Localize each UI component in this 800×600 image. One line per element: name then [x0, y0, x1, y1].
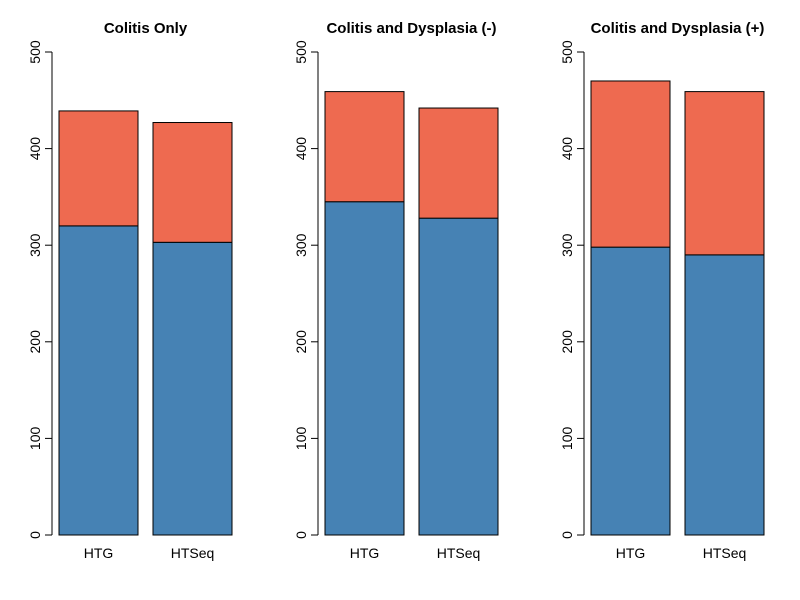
bar-htseq-segment-1	[684, 254, 765, 536]
y-tick-label: 100	[559, 427, 575, 451]
bar-htseq-segment-1	[152, 241, 233, 536]
y-tick-label: 100	[293, 427, 309, 451]
y-tick-label: 200	[293, 330, 309, 354]
y-tick-label: 400	[293, 137, 309, 161]
chart-title: Colitis Only	[104, 20, 188, 37]
y-tick-label: 200	[559, 330, 575, 354]
y-tick-label: 300	[293, 233, 309, 257]
bar-htseq-segment-2	[152, 122, 233, 243]
chart-title: Colitis and Dysplasia (+)	[591, 20, 765, 37]
bar-htseq-segment-2	[418, 107, 499, 219]
y-tick-label: 400	[559, 137, 575, 161]
x-tick-label: HTG	[616, 545, 646, 561]
bar-htseq-segment-1	[418, 217, 499, 536]
chart-panel-3: Colitis and Dysplasia (+) 0 100 200 300 400 50…	[559, 20, 765, 561]
bar-htseq-segment-2	[684, 91, 765, 256]
bar-htg-segment-2	[58, 110, 139, 227]
chart-title: Colitis and Dysplasia (-)	[326, 20, 496, 37]
x-tick-label: HTSeq	[171, 545, 215, 561]
bar-htg-segment-2	[324, 91, 405, 203]
y-tick-label: 200	[27, 330, 43, 354]
bar-htg-segment-1	[58, 225, 139, 536]
y-tick-label: 100	[27, 427, 43, 451]
x-tick-label: HTSeq	[703, 545, 747, 561]
y-tick-label: 0	[293, 531, 309, 539]
y-tick-label: 500	[27, 40, 43, 64]
y-tick-label: 300	[27, 233, 43, 257]
chart-panel-2: Colitis and Dysplasia (-) 0 100 200 300 400 50…	[293, 20, 499, 561]
bar-htg-segment-2	[590, 80, 671, 248]
bar-htg-segment-1	[324, 201, 405, 536]
x-tick-label: HTG	[350, 545, 380, 561]
y-tick-label: 0	[27, 531, 43, 539]
bar-htg-segment-1	[590, 246, 671, 536]
x-tick-label: HTG	[84, 545, 114, 561]
y-tick-label: 500	[559, 40, 575, 64]
y-tick-label: 0	[559, 531, 575, 539]
chart-panel-1: Colitis Only 0 100 200 300 400 500 HTG HTSeq	[27, 20, 233, 561]
y-tick-label: 300	[559, 233, 575, 257]
y-tick-label: 400	[27, 137, 43, 161]
y-tick-label: 500	[293, 40, 309, 64]
x-tick-label: HTSeq	[437, 545, 481, 561]
